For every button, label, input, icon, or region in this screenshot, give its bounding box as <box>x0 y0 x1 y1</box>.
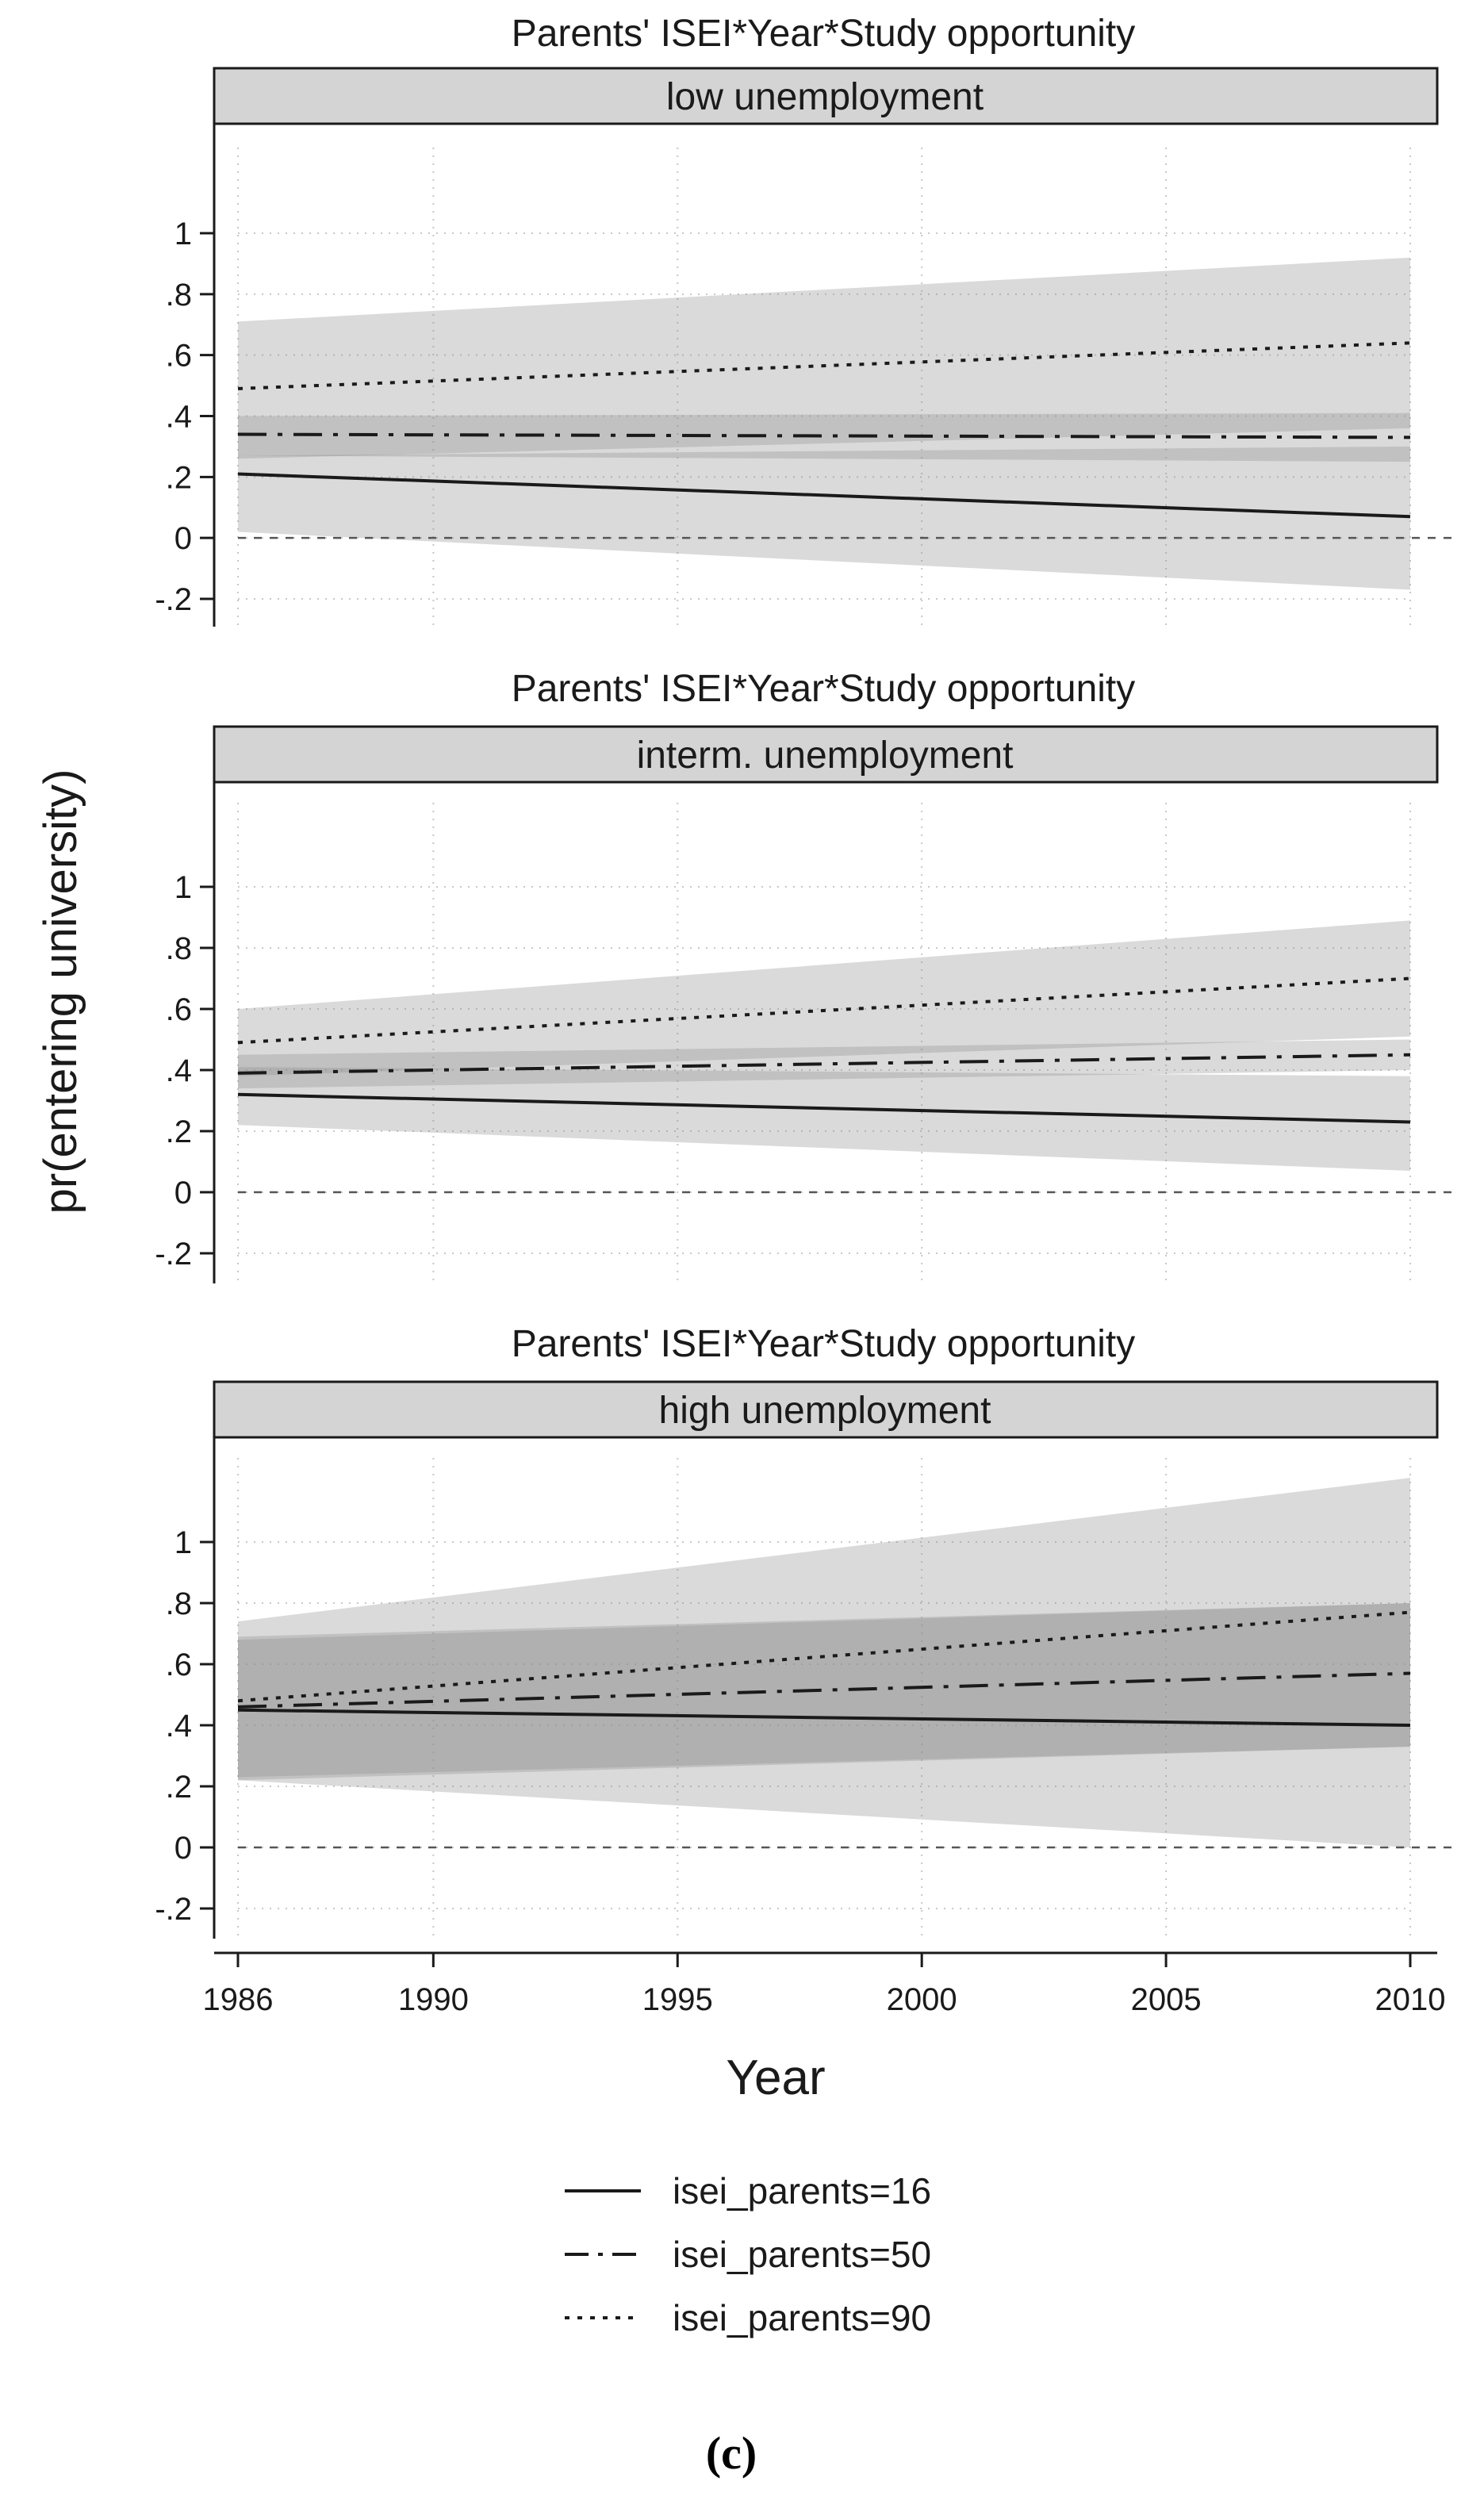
panel-title: Parents' ISEI*Year*Study opportunity <box>512 1323 1136 1365</box>
x-tick-label: 2000 <box>887 1982 957 2017</box>
y-tick-label: .4 <box>166 1053 192 1088</box>
legend-label: isei_parents=16 <box>673 2170 931 2212</box>
panel-1: Parents' ISEI*Year*Study opportunity low … <box>155 13 1459 627</box>
panel-strip-label: interm. unemployment <box>637 735 1014 777</box>
panel-title: Parents' ISEI*Year*Study opportunity <box>512 668 1136 710</box>
series-line-isei-parents-90 <box>237 341 1411 390</box>
x-axis-title: Year <box>726 2050 825 2105</box>
ci-band-isei-parents-90 <box>238 920 1410 1076</box>
y-axis-title: pr(entering university) <box>35 769 86 1214</box>
series-line-isei-parents-16 <box>237 1708 1411 1727</box>
y-tick-label: .8 <box>166 278 192 313</box>
legend-label: isei_parents=90 <box>673 2297 931 2338</box>
y-tick-label: 0 <box>174 521 192 556</box>
ci-band-isei-parents-16 <box>238 1067 1410 1172</box>
y-tick-label: 1 <box>174 1525 192 1560</box>
y-tick-label: .6 <box>166 339 192 374</box>
panel-strip <box>213 67 1439 125</box>
y-tick-label: 1 <box>174 217 192 251</box>
panel-strip-label: high unemployment <box>659 1390 991 1432</box>
panel-title: Parents' ISEI*Year*Study opportunity <box>512 13 1136 55</box>
ci-band-isei-parents-90 <box>238 1478 1410 1781</box>
y-tick-label: .2 <box>166 1770 192 1805</box>
ci-band-isei-parents-90 <box>238 257 1410 459</box>
y-tick-label: -.2 <box>155 1237 192 1272</box>
panel-strip-label: low unemployment <box>666 76 984 118</box>
y-tick-label: .8 <box>166 1586 192 1621</box>
series-line-isei-parents-16 <box>237 1092 1411 1124</box>
y-tick-label: -.2 <box>155 582 192 617</box>
y-tick-label: 1 <box>174 870 192 905</box>
panel-2: Parents' ISEI*Year*Study opportunity inte… <box>155 668 1459 1283</box>
x-tick-label: 1986 <box>203 1982 274 2017</box>
x-tick-label: 1995 <box>642 1982 713 2017</box>
x-tick-label: 2005 <box>1131 1982 1202 2017</box>
ci-band-isei-parents-16 <box>238 446 1410 590</box>
y-tick-label: 0 <box>174 1831 192 1866</box>
series-line-isei-parents-90 <box>237 1610 1411 1703</box>
panel-strip <box>213 725 1439 784</box>
series-line-isei-parents-16 <box>237 472 1411 519</box>
y-tick-label: .6 <box>166 992 192 1027</box>
ci-band-isei-parents-50 <box>238 1603 1410 1778</box>
panel-strip <box>213 1380 1439 1439</box>
y-tick-label: -.2 <box>155 1892 192 1927</box>
panel-3: Parents' ISEI*Year*Study opportunity high… <box>155 1323 1459 1939</box>
y-tick-label: 0 <box>174 1176 192 1210</box>
ci-band-isei-parents-16 <box>238 1603 1410 1847</box>
y-tick-label: .4 <box>166 1709 192 1744</box>
y-tick-label: .8 <box>166 931 192 966</box>
y-tick-label: .2 <box>166 460 192 495</box>
figure-caption: (c) <box>706 2427 757 2479</box>
y-tick-label: .4 <box>166 400 192 435</box>
ci-band-isei-parents-50 <box>238 1039 1410 1089</box>
x-tick-label: 1990 <box>398 1982 469 2017</box>
ci-band-isei-parents-50 <box>238 412 1410 462</box>
y-tick-label: .6 <box>166 1648 192 1682</box>
x-tick-label: 2010 <box>1375 1982 1446 2017</box>
legend-label: isei_parents=50 <box>673 2234 931 2275</box>
y-tick-label: .2 <box>166 1114 192 1149</box>
series-line-isei-parents-90 <box>237 976 1411 1045</box>
